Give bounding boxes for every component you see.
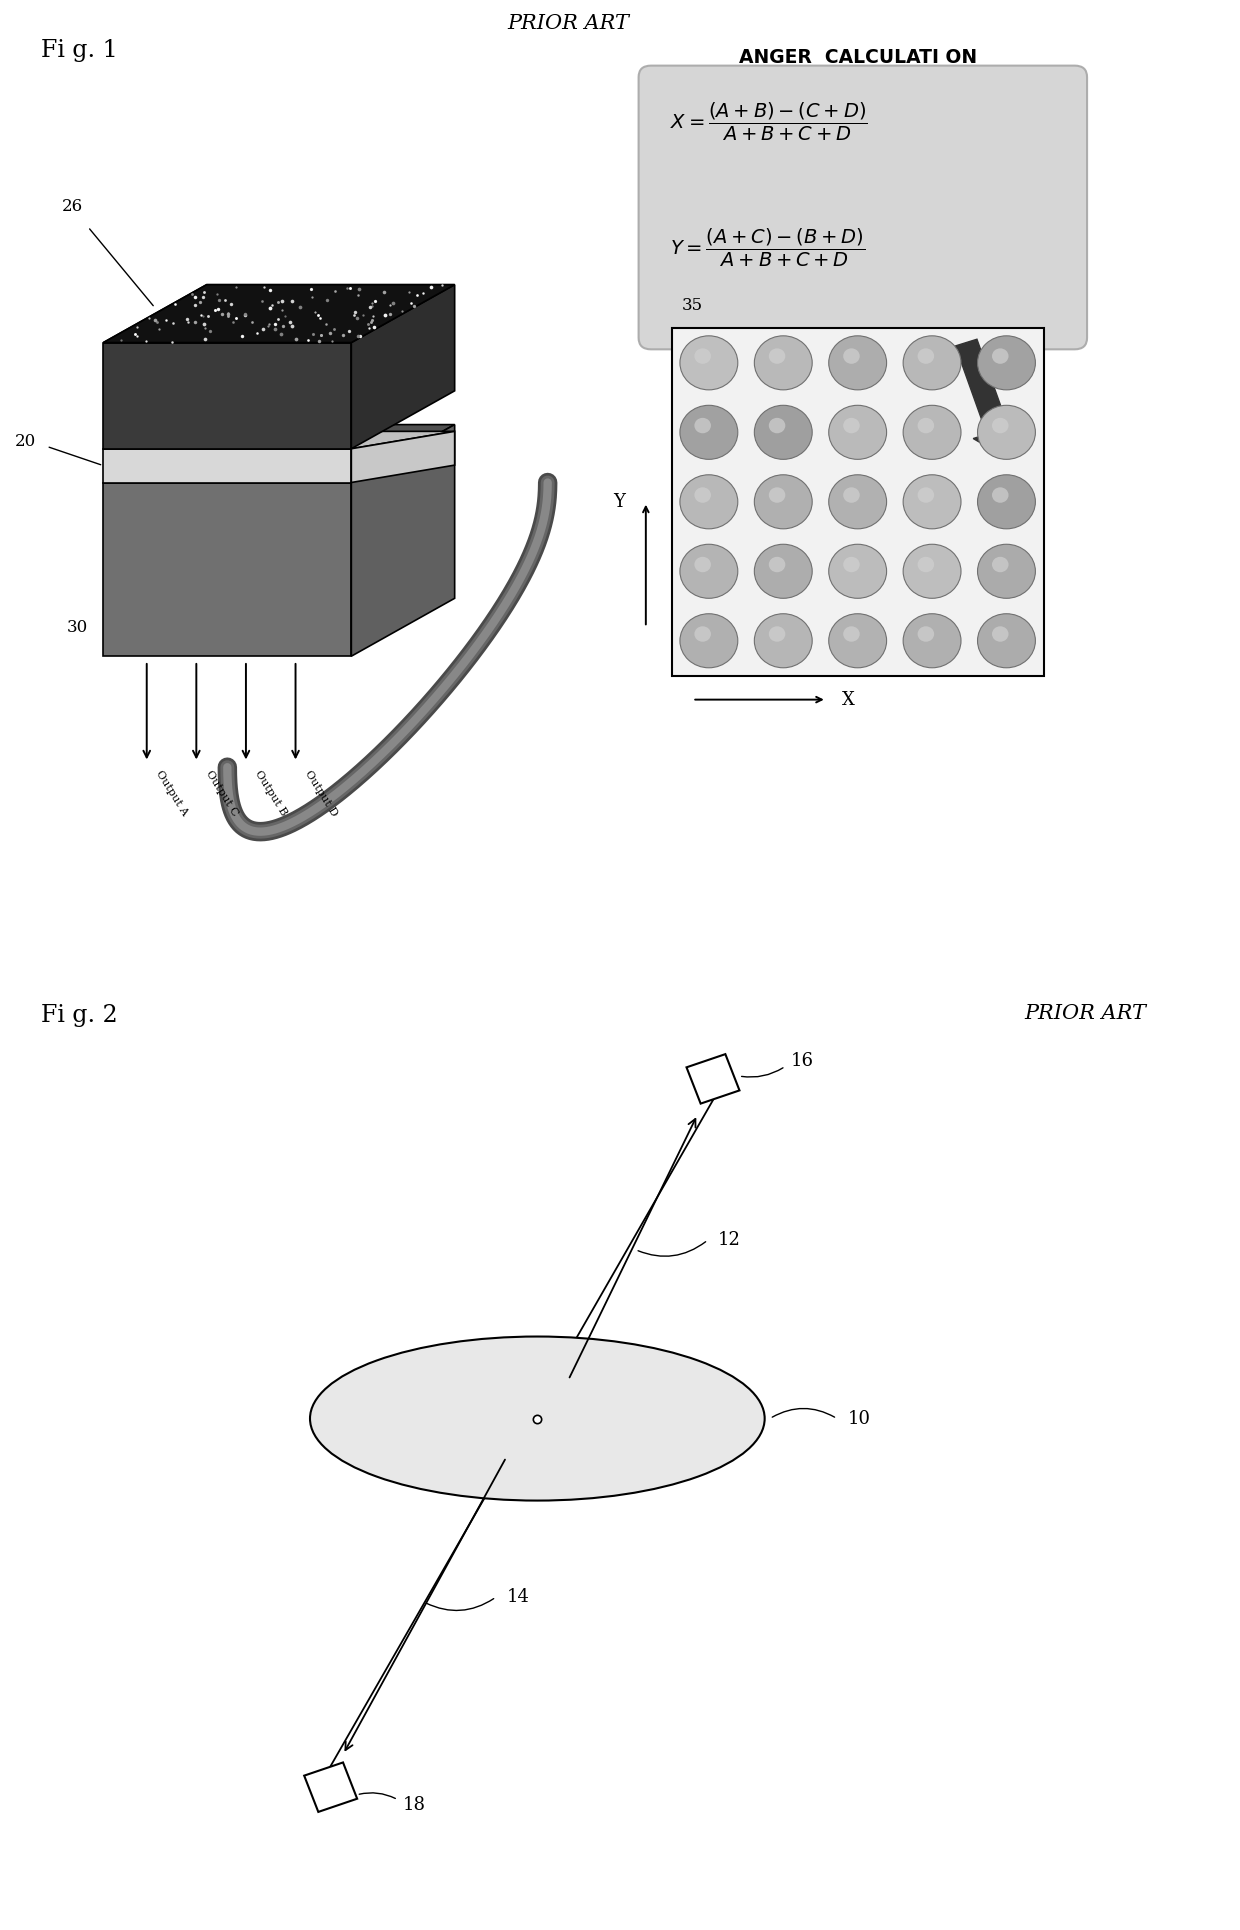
Polygon shape <box>103 286 455 344</box>
Circle shape <box>769 347 785 365</box>
Text: 30: 30 <box>67 620 88 635</box>
Polygon shape <box>687 1054 739 1104</box>
Circle shape <box>680 336 738 390</box>
Circle shape <box>694 347 711 365</box>
Circle shape <box>754 475 812 529</box>
Circle shape <box>754 336 812 390</box>
Text: 26: 26 <box>62 199 83 216</box>
Polygon shape <box>103 482 351 656</box>
Text: 14: 14 <box>506 1588 529 1606</box>
Polygon shape <box>351 286 455 450</box>
Circle shape <box>992 558 1008 573</box>
Circle shape <box>918 347 934 365</box>
FancyBboxPatch shape <box>639 66 1087 349</box>
Circle shape <box>903 614 961 668</box>
Circle shape <box>828 544 887 598</box>
Polygon shape <box>351 432 455 482</box>
Circle shape <box>992 419 1008 434</box>
Circle shape <box>694 419 711 434</box>
Text: Output C: Output C <box>203 770 239 818</box>
Circle shape <box>828 405 887 459</box>
Circle shape <box>918 419 934 434</box>
Circle shape <box>903 544 961 598</box>
Circle shape <box>769 627 785 643</box>
Circle shape <box>769 488 785 504</box>
Circle shape <box>769 558 785 573</box>
Text: PRIOR ART: PRIOR ART <box>1024 1004 1146 1023</box>
Text: Fi g. 1: Fi g. 1 <box>41 39 118 62</box>
Circle shape <box>918 627 934 643</box>
Text: PRIOR ART: PRIOR ART <box>507 14 629 33</box>
Bar <box>672 328 1044 676</box>
Polygon shape <box>103 432 455 450</box>
Text: 20: 20 <box>15 432 36 450</box>
Circle shape <box>903 336 961 390</box>
Circle shape <box>918 488 934 504</box>
Circle shape <box>754 405 812 459</box>
Circle shape <box>694 488 711 504</box>
Polygon shape <box>103 286 455 344</box>
Circle shape <box>694 558 711 573</box>
Polygon shape <box>103 425 455 482</box>
Text: 18: 18 <box>403 1795 427 1814</box>
Circle shape <box>977 336 1035 390</box>
Circle shape <box>694 627 711 643</box>
Circle shape <box>680 475 738 529</box>
Circle shape <box>828 475 887 529</box>
Circle shape <box>843 419 859 434</box>
Polygon shape <box>351 425 455 656</box>
Polygon shape <box>304 1762 357 1812</box>
Circle shape <box>992 488 1008 504</box>
Circle shape <box>754 544 812 598</box>
Circle shape <box>828 336 887 390</box>
FancyArrow shape <box>955 340 1022 459</box>
Text: Output B: Output B <box>253 770 289 818</box>
Circle shape <box>977 405 1035 459</box>
Text: Output D: Output D <box>303 770 339 818</box>
Text: $X = \dfrac{(A+B)-(C+D)}{A+B+C+D}$: $X = \dfrac{(A+B)-(C+D)}{A+B+C+D}$ <box>670 102 867 143</box>
Circle shape <box>680 544 738 598</box>
Circle shape <box>843 627 859 643</box>
Text: ANGER  CALCULATI ON: ANGER CALCULATI ON <box>739 48 977 68</box>
Text: 16: 16 <box>791 1052 813 1071</box>
Circle shape <box>918 558 934 573</box>
Polygon shape <box>103 450 351 482</box>
Text: 12: 12 <box>718 1231 742 1249</box>
Circle shape <box>992 627 1008 643</box>
Circle shape <box>843 558 859 573</box>
Text: Fi g. 2: Fi g. 2 <box>41 1004 118 1027</box>
Circle shape <box>977 475 1035 529</box>
Circle shape <box>680 405 738 459</box>
Circle shape <box>977 544 1035 598</box>
Circle shape <box>843 347 859 365</box>
Circle shape <box>992 347 1008 365</box>
Circle shape <box>828 614 887 668</box>
Circle shape <box>680 614 738 668</box>
Text: X: X <box>842 691 856 708</box>
Text: 35: 35 <box>682 297 703 315</box>
Circle shape <box>903 405 961 459</box>
Text: $Y = \dfrac{(A+C)-(B+D)}{A+B+C+D}$: $Y = \dfrac{(A+C)-(B+D)}{A+B+C+D}$ <box>670 228 866 268</box>
Circle shape <box>843 488 859 504</box>
Text: Y: Y <box>614 492 625 511</box>
Circle shape <box>754 614 812 668</box>
Polygon shape <box>103 344 351 450</box>
Circle shape <box>977 614 1035 668</box>
Circle shape <box>903 475 961 529</box>
Circle shape <box>769 419 785 434</box>
Ellipse shape <box>310 1336 765 1502</box>
Text: Output A: Output A <box>154 770 190 818</box>
Text: 10: 10 <box>847 1409 870 1428</box>
